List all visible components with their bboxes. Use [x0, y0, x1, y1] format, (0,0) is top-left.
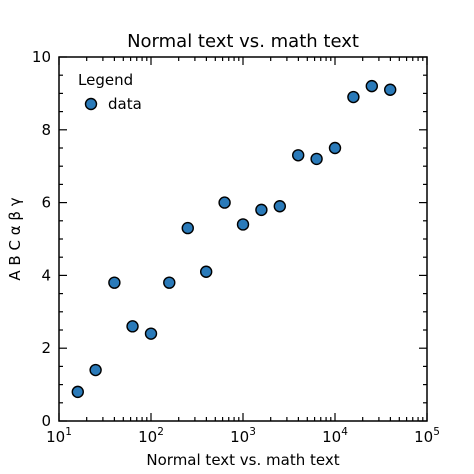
y-axis: 0 2 4 6 8 10 — [32, 48, 427, 430]
data-point — [163, 276, 176, 289]
y-axis-label: A B C α β γ — [6, 197, 24, 280]
y-tick-label: 6 — [41, 194, 51, 212]
data-point — [347, 90, 360, 104]
data-point — [181, 221, 194, 235]
data-point — [218, 196, 231, 209]
y-tick-label: 2 — [41, 339, 51, 357]
data-point — [255, 203, 268, 217]
data-point — [310, 152, 323, 166]
data-point — [365, 79, 378, 93]
data-point — [108, 276, 121, 289]
y-tick-label: 0 — [41, 412, 51, 430]
x-tick-label: 102 — [138, 426, 164, 446]
chart-title: Normal text vs. math text — [127, 31, 359, 52]
data-point — [292, 149, 305, 162]
data-point — [199, 265, 213, 278]
data-point — [273, 200, 286, 213]
legend: Legend data — [78, 71, 142, 113]
data-point — [384, 83, 397, 96]
data-point — [144, 327, 158, 340]
x-axis: 101 102 103 104 105 — [46, 57, 440, 446]
x-tick-label: 103 — [230, 426, 256, 446]
legend-title: Legend — [78, 71, 133, 89]
legend-entry-data: data — [108, 95, 142, 113]
y-tick-label: 4 — [41, 266, 51, 284]
plot-area — [71, 79, 397, 399]
legend-marker — [84, 97, 98, 111]
x-tick-label: 104 — [322, 426, 348, 446]
x-axis-label: Normal text vs. math text — [146, 451, 339, 469]
y-tick-label: 10 — [32, 48, 51, 66]
y-tick-label: 8 — [41, 121, 51, 139]
data-point — [71, 385, 84, 399]
data-point — [236, 218, 250, 231]
data-point — [89, 363, 102, 377]
x-tick-label: 101 — [46, 426, 72, 446]
data-point — [328, 141, 342, 155]
data-point — [126, 320, 139, 333]
x-tick-label: 105 — [414, 426, 440, 446]
